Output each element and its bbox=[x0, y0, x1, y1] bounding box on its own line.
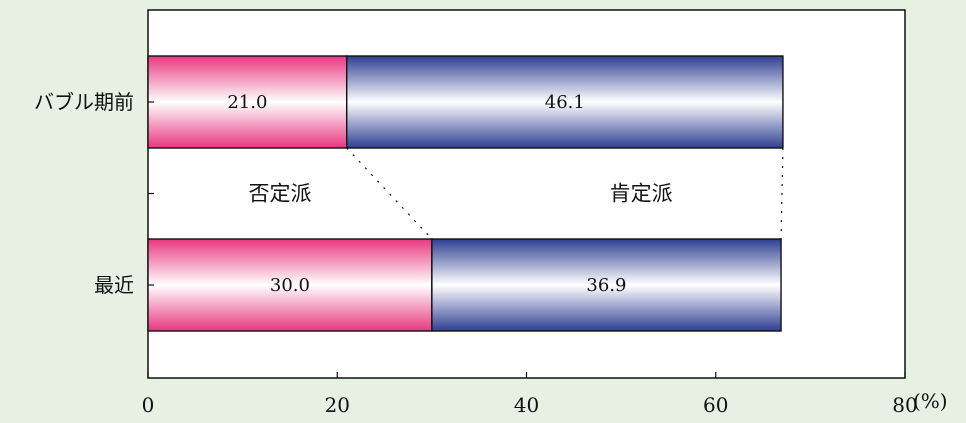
connector-lines bbox=[346, 147, 784, 240]
x-axis: 0 20 40 60 80(%) bbox=[142, 101, 948, 417]
bars bbox=[147, 55, 784, 332]
x-tick-label: 0 bbox=[142, 393, 155, 417]
value-labels: 21.0 46.1 30.0 36.9 bbox=[227, 92, 626, 296]
bar-value-label: 36.9 bbox=[586, 275, 626, 296]
group-labels: 否定派 肯定派 bbox=[249, 182, 673, 206]
bar-value-label: 30.0 bbox=[270, 275, 310, 296]
x-tick-label: 40 bbox=[514, 393, 539, 417]
bar-segment-positive-1 bbox=[431, 238, 782, 332]
x-tick-label: 80 bbox=[892, 393, 917, 417]
series-label: 肯定派 bbox=[610, 182, 673, 206]
bar-segment-positive-0 bbox=[346, 55, 784, 149]
bar-segment-negative-0 bbox=[147, 55, 348, 149]
bar-segment-negative-1 bbox=[147, 238, 433, 332]
category-label: バブル期前 bbox=[34, 90, 134, 114]
connector-line bbox=[780, 147, 784, 240]
x-axis-unit: (%) bbox=[913, 389, 948, 413]
bar-value-label: 21.0 bbox=[227, 92, 267, 113]
x-tick-label: 20 bbox=[325, 393, 350, 417]
series-label: 否定派 bbox=[249, 182, 312, 206]
category-label: 最近 bbox=[94, 273, 134, 297]
bar-value-label: 46.1 bbox=[545, 92, 585, 113]
x-tick-label: 60 bbox=[703, 393, 728, 417]
